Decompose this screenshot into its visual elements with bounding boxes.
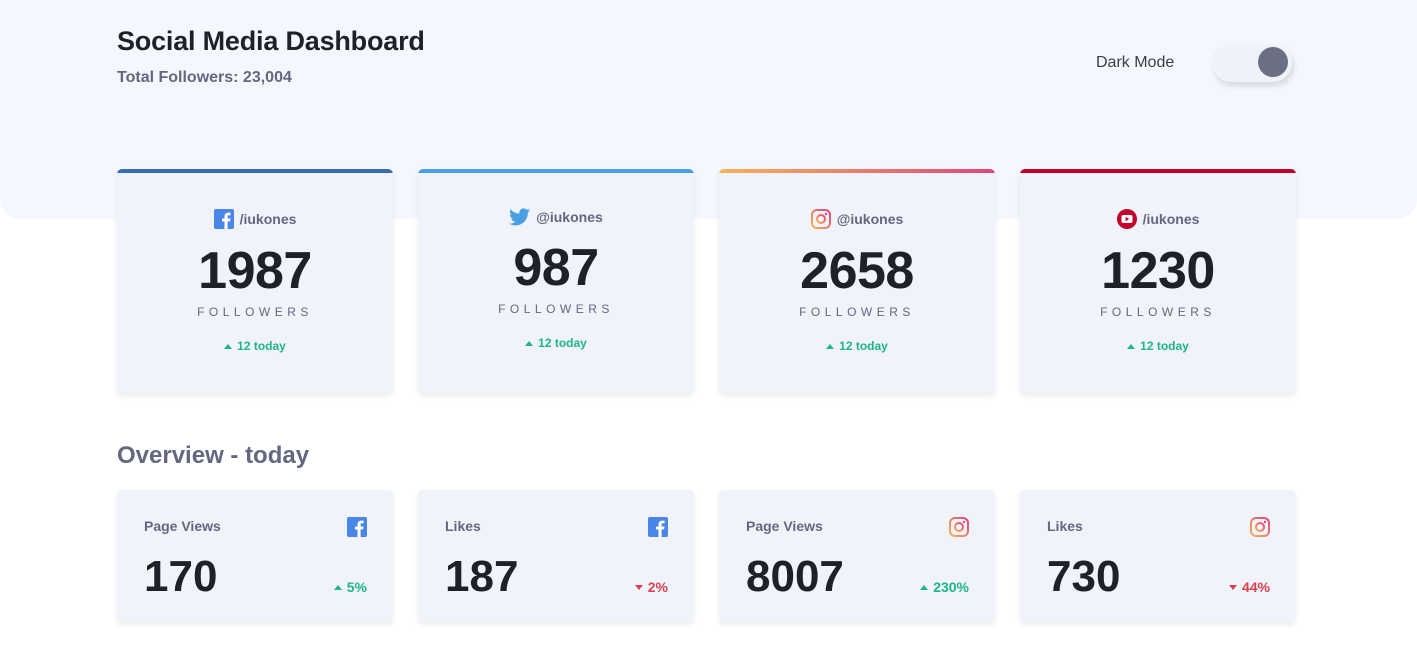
overview-card-instagram-likes[interactable]: Likes 730 44%	[1020, 490, 1296, 622]
card-top-bar	[117, 169, 393, 173]
overview-change: 5%	[333, 579, 367, 595]
overview-change-text: 44%	[1241, 579, 1270, 595]
follower-count: 2658	[800, 242, 914, 300]
card-handle: /iukones	[117, 209, 393, 229]
daily-change: 12 today	[719, 339, 995, 353]
daily-change: 12 today	[117, 339, 393, 353]
arrow-down-icon	[1228, 584, 1237, 590]
arrow-up-icon	[333, 584, 342, 590]
dark-mode-toggle[interactable]	[1212, 44, 1293, 82]
overview-card-instagram-page-views[interactable]: Page Views 8007 230%	[719, 490, 995, 622]
card-handle-text: @iukones	[536, 209, 603, 225]
overview-card-facebook-page-views[interactable]: Page Views 170 5%	[117, 490, 393, 622]
instagram-followers-card[interactable]: @iukones 2658 FOLLOWERS 12 today	[719, 169, 995, 393]
arrow-up-icon	[224, 343, 233, 349]
arrow-up-icon	[1127, 343, 1136, 349]
daily-change-text: 12 today	[237, 339, 286, 353]
toggle-knob[interactable]	[1258, 47, 1289, 77]
card-handle-text: @iukones	[836, 211, 904, 227]
overview-change: 2%	[634, 579, 668, 595]
overview-change-text: 230%	[933, 579, 969, 595]
facebook-icon	[213, 209, 234, 229]
daily-change: 12 today	[1020, 339, 1296, 353]
instagram-icon	[810, 209, 831, 229]
overview-title: Overview - today	[117, 442, 310, 469]
daily-change-text: 12 today	[538, 336, 587, 350]
overview-label: Page Views	[746, 518, 823, 534]
page-title: Social Media Dashboard	[117, 26, 425, 56]
card-handle: @iukones	[719, 209, 995, 229]
overview-value: 8007	[746, 552, 844, 601]
daily-change-text: 12 today	[839, 339, 888, 353]
dark-mode-control: Dark Mode	[1096, 44, 1293, 82]
followers-label: FOLLOWERS	[498, 302, 614, 316]
daily-change: 12 today	[418, 336, 694, 350]
instagram-icon	[1250, 517, 1270, 542]
facebook-followers-card[interactable]: /iukones 1987 FOLLOWERS 12 today	[117, 169, 393, 393]
overview-label: Likes	[1047, 518, 1083, 534]
overview-change: 230%	[920, 579, 969, 595]
card-handle-text: /iukones	[1142, 211, 1200, 227]
youtube-followers-card[interactable]: /iukones 1230 FOLLOWERS 12 today	[1020, 169, 1296, 393]
followers-label: FOLLOWERS	[1100, 305, 1216, 319]
overview-change-text: 5%	[346, 579, 367, 595]
twitter-followers-card[interactable]: @iukones 987 FOLLOWERS 12 today	[418, 169, 694, 393]
arrow-up-icon	[826, 343, 835, 349]
arrow-up-icon	[920, 584, 929, 590]
follower-count: 1230	[1101, 242, 1215, 300]
overview-value: 170	[144, 552, 218, 601]
arrow-up-icon	[525, 340, 534, 346]
overview-label: Likes	[445, 518, 481, 534]
card-top-bar	[418, 169, 694, 173]
dark-mode-label: Dark Mode	[1096, 54, 1175, 71]
twitter-icon	[509, 208, 531, 226]
overview-change: 44%	[1228, 579, 1270, 595]
overview-card-facebook-likes[interactable]: Likes 187 2%	[418, 490, 694, 622]
youtube-icon	[1116, 209, 1137, 229]
card-handle: /iukones	[1020, 209, 1296, 229]
card-handle: @iukones	[418, 208, 694, 226]
card-top-bar	[1020, 169, 1296, 173]
followers-label: FOLLOWERS	[799, 305, 915, 319]
overview-value: 187	[445, 552, 519, 601]
followers-label: FOLLOWERS	[197, 305, 313, 319]
instagram-icon	[949, 517, 969, 542]
card-handle-text: /iukones	[239, 211, 297, 227]
arrow-down-icon	[634, 584, 643, 590]
facebook-icon	[648, 517, 668, 542]
overview-value: 730	[1047, 552, 1121, 601]
facebook-icon	[347, 517, 367, 542]
daily-change-text: 12 today	[1140, 339, 1189, 353]
overview-label: Page Views	[144, 518, 221, 534]
page-header: Social Media Dashboard Total Followers: …	[117, 26, 425, 87]
card-top-bar	[719, 169, 995, 173]
overview-change-text: 2%	[647, 579, 668, 595]
follower-count: 987	[513, 239, 599, 297]
follower-count: 1987	[198, 242, 312, 300]
total-followers: Total Followers: 23,004	[117, 69, 292, 86]
